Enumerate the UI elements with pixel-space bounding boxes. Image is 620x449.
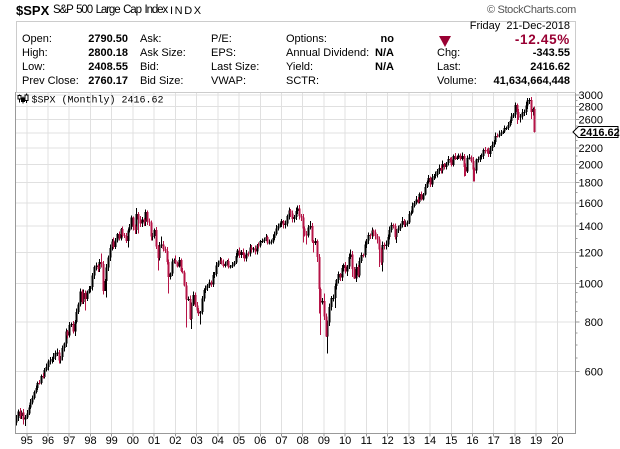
- svg-text:2200: 2200: [579, 143, 603, 155]
- svg-text:19: 19: [530, 435, 542, 447]
- svg-text:06: 06: [254, 435, 266, 447]
- svg-text:12: 12: [381, 435, 393, 447]
- svg-text:2000: 2000: [579, 160, 603, 172]
- svg-text:1400: 1400: [579, 221, 603, 233]
- svg-text:2800: 2800: [579, 102, 603, 114]
- svg-text:08: 08: [297, 435, 309, 447]
- svg-text:10: 10: [339, 435, 351, 447]
- svg-text:16: 16: [466, 435, 478, 447]
- svg-text:96: 96: [42, 435, 54, 447]
- svg-text:18: 18: [509, 435, 521, 447]
- svg-text:17: 17: [488, 435, 500, 447]
- svg-text:14: 14: [424, 435, 436, 447]
- svg-text:05: 05: [233, 435, 245, 447]
- svg-text:1000: 1000: [579, 279, 603, 291]
- svg-text:1800: 1800: [579, 178, 603, 190]
- svg-text:07: 07: [275, 435, 287, 447]
- svg-text:02: 02: [169, 435, 181, 447]
- svg-text:98: 98: [84, 435, 96, 447]
- svg-text:11: 11: [361, 435, 372, 447]
- svg-text:2600: 2600: [579, 114, 603, 126]
- svg-text:03: 03: [190, 435, 202, 447]
- svg-text:15: 15: [445, 435, 457, 447]
- svg-text:600: 600: [585, 367, 603, 379]
- svg-text:97: 97: [63, 435, 75, 447]
- svg-text:13: 13: [403, 435, 415, 447]
- svg-text:01: 01: [148, 435, 160, 447]
- svg-text:2416.62: 2416.62: [580, 127, 620, 139]
- svg-text:3000: 3000: [579, 90, 603, 102]
- svg-text:99: 99: [106, 435, 118, 447]
- svg-text:95: 95: [21, 435, 33, 447]
- svg-text:09: 09: [318, 435, 330, 447]
- svg-text:800: 800: [585, 317, 603, 329]
- svg-text:04: 04: [212, 435, 224, 447]
- svg-text:00: 00: [127, 435, 139, 447]
- svg-text:$SPX (Monthly) 2416.62: $SPX (Monthly) 2416.62: [32, 95, 164, 107]
- svg-text:1200: 1200: [579, 247, 603, 259]
- svg-text:20: 20: [551, 435, 563, 447]
- svg-text:1600: 1600: [579, 198, 603, 210]
